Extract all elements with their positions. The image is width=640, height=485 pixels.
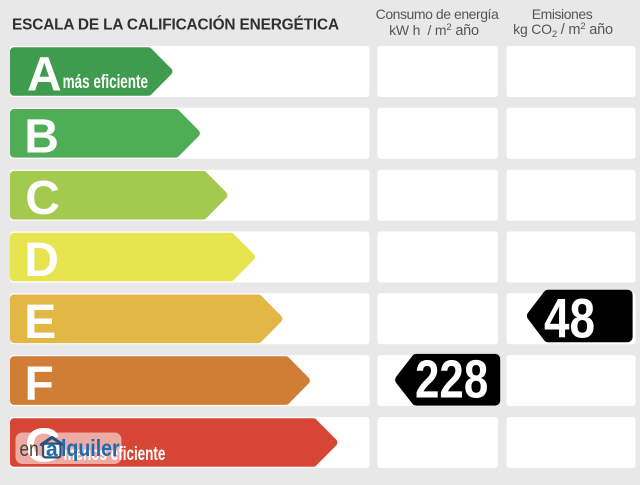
svg-text:F: F [25,358,54,411]
svg-text:48: 48 [544,287,595,349]
svg-text:C: C [25,172,60,225]
svg-text:a: a [46,438,58,461]
svg-text:más eficiente: más eficiente [63,72,148,93]
svg-text:228: 228 [415,349,488,409]
svg-text:B: B [24,110,59,163]
svg-text:en: en [20,439,39,462]
svg-text:ESCALA DE LA CALIFICACIÓN ENER: ESCALA DE LA CALIFICACIÓN ENERGÉTICA [12,16,339,34]
svg-text:Emisiones: Emisiones [532,6,593,22]
svg-text:E: E [24,296,56,349]
svg-text:Consumo de energía: Consumo de energía [376,6,499,22]
svg-text:kg CO2 / m2 año: kg CO2 / m2 año [513,21,613,40]
svg-text:D: D [24,234,59,287]
svg-text:kW h / m2 año: kW h / m2 año [389,22,479,39]
svg-text:A: A [27,49,62,102]
svg-text:lquiler: lquiler [61,435,120,461]
